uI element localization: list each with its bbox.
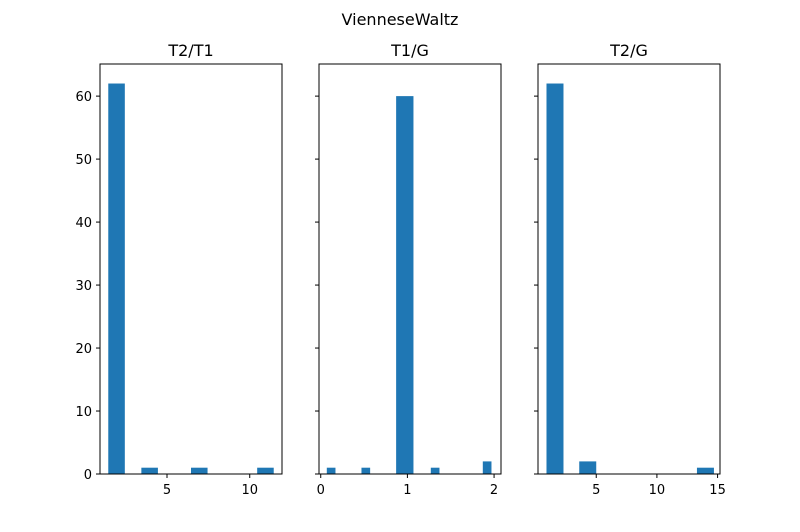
x-tick-label: 0: [317, 483, 325, 498]
subplot-t2-g: T2/G 5 10 15: [534, 41, 726, 498]
subplot-t1-g: T1/G 0 1 2: [315, 41, 502, 498]
histogram-bar: [191, 467, 208, 474]
x-tick-label: 15: [709, 483, 726, 498]
histogram-bar: [546, 83, 564, 475]
y-tick-label: 10: [75, 405, 92, 420]
subplots: T2/T1 0 10 20 30 40 50 60 5 10 T1/G 0 1 2 T2/G 5 10 15: [75, 41, 725, 498]
histogram-bar: [108, 83, 125, 475]
y-tick-label: 50: [75, 153, 92, 168]
subplot-title: T2/T1: [167, 41, 213, 60]
histogram-bar: [482, 461, 492, 474]
axes-frame: [318, 63, 502, 475]
figure-suptitle: VienneseWaltz: [342, 10, 459, 29]
x-tick-label: 10: [649, 483, 666, 498]
histogram-bar: [396, 96, 414, 475]
histogram-bar: [361, 467, 371, 474]
x-tick-label: 2: [490, 483, 498, 498]
histogram-bar: [579, 461, 597, 474]
y-tick-label: 30: [75, 279, 92, 294]
y-tick-label: 60: [75, 90, 92, 105]
axes-frame: [537, 63, 721, 475]
histogram-bar: [430, 467, 440, 474]
y-tick-label: 0: [84, 468, 92, 483]
histogram-bar: [257, 467, 274, 474]
axes-frame: [99, 63, 283, 475]
x-tick-label: 5: [163, 483, 171, 498]
subplot-title: T2/G: [609, 41, 648, 60]
y-tick-label: 20: [75, 342, 92, 357]
x-tick-label: 1: [403, 483, 411, 498]
subplot-t2-t1: T2/T1 0 10 20 30 40 50 60 5 10: [75, 41, 283, 498]
histogram-bar: [326, 467, 336, 474]
subplot-title: T1/G: [390, 41, 429, 60]
histogram-bar: [141, 467, 158, 474]
x-tick-label: 5: [592, 483, 600, 498]
histogram-bar: [696, 467, 714, 474]
y-tick-label: 40: [75, 216, 92, 231]
x-tick-label: 10: [241, 483, 258, 498]
